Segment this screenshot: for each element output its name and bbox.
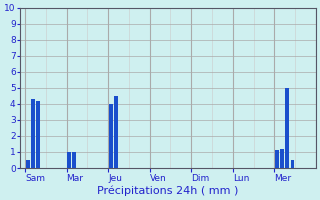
Bar	[275, 150, 279, 168]
Bar	[285, 88, 289, 168]
Bar	[72, 152, 76, 168]
Bar	[280, 149, 284, 168]
Bar	[31, 99, 35, 168]
Bar	[67, 152, 71, 168]
Bar	[291, 160, 294, 168]
X-axis label: Précipitations 24h ( mm ): Précipitations 24h ( mm )	[97, 185, 238, 196]
Bar	[109, 104, 113, 168]
Bar	[26, 160, 29, 168]
Bar	[114, 96, 118, 168]
Bar	[36, 101, 40, 168]
